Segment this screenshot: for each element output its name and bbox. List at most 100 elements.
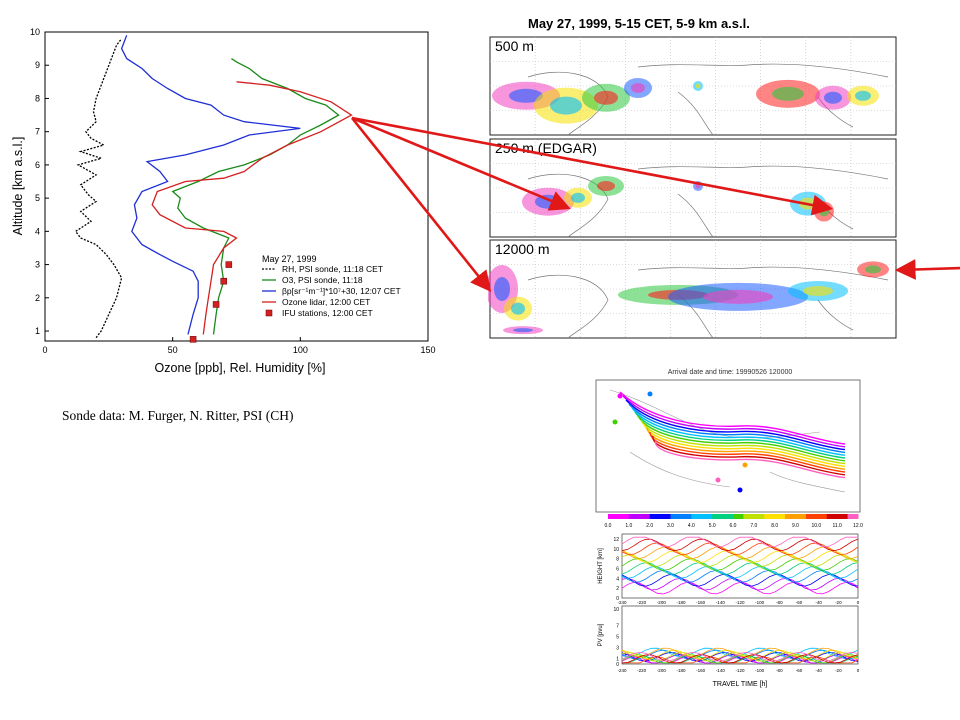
- colorbar: 0.0 1.0 2.0 3.0 4.0 5.0 6.0 7.0 8.0 9.0 10.0 11.0 12…: [605, 514, 863, 529]
- legend-label: O3, PSI sonde, 11:18: [282, 275, 363, 285]
- x-tick-label: -60: [796, 600, 803, 605]
- legend-label: RH, PSI sonde, 11:18 CET: [282, 264, 383, 274]
- y-axis-label: Altitude [km a.s.l.]: [11, 137, 25, 236]
- pv-panel-frame: [621, 605, 859, 665]
- map-panel: 500 m: [489, 36, 897, 136]
- trajectory-start-marker: [742, 462, 748, 468]
- colorbar-swatch: [691, 514, 703, 519]
- x-tick-label: -60: [796, 668, 803, 673]
- colorbar-tick-label: 5.0: [709, 523, 716, 529]
- colorbar-swatch: [722, 514, 734, 519]
- colorbar-swatch: [628, 514, 640, 519]
- tracer-plume-core: [695, 183, 701, 189]
- tick-label: 8: [616, 557, 619, 563]
- trajectory-line: [649, 431, 846, 473]
- x-tick-label: 0: [857, 668, 860, 673]
- x-tick-label: -180: [676, 668, 686, 673]
- profile-line: [621, 649, 859, 660]
- colorbar-tick-label: 6.0: [730, 523, 737, 529]
- profile-line: [622, 656, 859, 664]
- trajectory-line: [643, 423, 846, 468]
- tracer-plume-core: [824, 91, 842, 104]
- trajectory-start-marker: [715, 477, 721, 483]
- colorbar-swatch: [774, 514, 786, 519]
- tick-label: 0: [616, 662, 619, 668]
- colorbar-swatch: [847, 514, 859, 519]
- colorbar-tick-label: 8.0: [771, 523, 778, 529]
- trajectory-line: [628, 403, 846, 454]
- x-axis-label: Ozone [ppb], Rel. Humidity [%]: [155, 361, 326, 375]
- tracer-plume-core: [631, 82, 645, 93]
- ifu-station-marker: [189, 336, 197, 343]
- tracer-plume-core: [535, 194, 561, 209]
- trajectory-line: [637, 415, 846, 462]
- trajectory-title: Arrival date and time: 19990526 120000: [668, 369, 793, 376]
- tracer-maps: May 27, 1999, 5-15 CET, 5-9 km a.s.l. 50…: [488, 16, 897, 339]
- legend-title: May 27, 1999: [262, 254, 317, 264]
- tracer-plume-core: [855, 90, 871, 101]
- colorbar-swatch: [639, 514, 651, 519]
- tracer-plume-core: [803, 285, 833, 296]
- x-tick-label: -200: [657, 600, 667, 605]
- tick-label: 2: [616, 586, 619, 592]
- trajectory-start-marker: [612, 419, 618, 425]
- legend: May 27, 1999 RH, PSI sonde, 11:18 CETO3,…: [262, 254, 401, 318]
- colorbar-swatch: [805, 514, 817, 519]
- trajectory-line: [634, 411, 846, 459]
- legend-swatch: [265, 309, 273, 317]
- profile-line: [621, 542, 859, 555]
- x-tick-label: -20: [835, 668, 842, 673]
- trajectory-figure: Arrival date and time: 19990526 120000 0…: [595, 369, 863, 688]
- y-tick-label: 9: [35, 60, 40, 70]
- y-tick-label: 10: [30, 27, 40, 37]
- tick-label: 10: [613, 607, 619, 613]
- colorbar-tick-label: 0.0: [605, 523, 612, 529]
- colorbar-swatch: [816, 514, 828, 519]
- colorbar-tick-label: 9.0: [792, 523, 799, 529]
- profile-line: [621, 546, 859, 560]
- tracer-plume-core: [550, 96, 582, 115]
- x-tick-label: -80: [776, 600, 783, 605]
- x-tick-label: -40: [815, 668, 822, 673]
- colorbar-swatch: [795, 514, 807, 519]
- tracer-plume-core: [597, 181, 615, 192]
- x-tick-label: -160: [696, 668, 706, 673]
- tracer-plume-core: [509, 88, 543, 103]
- ifu-station-marker: [212, 301, 220, 308]
- x-tick-label: -40: [815, 600, 822, 605]
- tracer-plume-core: [494, 277, 510, 301]
- ozone-profile-chart: 0 50 100 150 1 2 3 4 5 6 7 8 9 10 Ozone [ppb], Rel. …: [11, 27, 436, 375]
- profile-line: [621, 577, 859, 591]
- profile-line: [621, 566, 859, 579]
- legend-label: βp[sr⁻¹m⁻¹]*10⁷+30, 12:07 CET: [282, 286, 401, 296]
- ifu-station-marker: [220, 277, 227, 285]
- x-tick-label: -100: [755, 600, 765, 605]
- tracer-plume-core: [819, 206, 829, 217]
- trajectory-line: [631, 407, 846, 456]
- y-tick-label: 2: [35, 293, 40, 303]
- x-tick-label: -140: [716, 600, 726, 605]
- x-tick-label: -240: [617, 600, 627, 605]
- x-tick-label: -220: [637, 600, 647, 605]
- profile-line: [621, 647, 859, 658]
- y-tick-label: 1: [35, 326, 40, 336]
- colorbar-swatch: [785, 514, 796, 519]
- map-panel: 250 m (EDGAR): [489, 138, 897, 238]
- trajectory-start-marker: [617, 393, 623, 399]
- colorbar-tick-label: 1.0: [625, 523, 632, 529]
- map-panel-label: 250 m (EDGAR): [495, 140, 597, 156]
- x-tick-label: -220: [637, 668, 647, 673]
- x-tick-label: -120: [735, 600, 745, 605]
- x-tick-label: -80: [776, 668, 783, 673]
- x-tick-label: -120: [735, 668, 745, 673]
- trajectory-line: [640, 419, 846, 465]
- y-tick-label: 3: [35, 260, 40, 270]
- x-tick-label: 150: [420, 345, 435, 355]
- tick-label: 1: [616, 656, 619, 662]
- tick-label: 12: [613, 537, 619, 543]
- colorbar-swatch: [753, 514, 765, 519]
- colorbar-tick-label: 7.0: [750, 523, 757, 529]
- colorbar-swatch: [701, 514, 713, 519]
- profile-line: [621, 581, 859, 595]
- profile-line: [621, 536, 858, 547]
